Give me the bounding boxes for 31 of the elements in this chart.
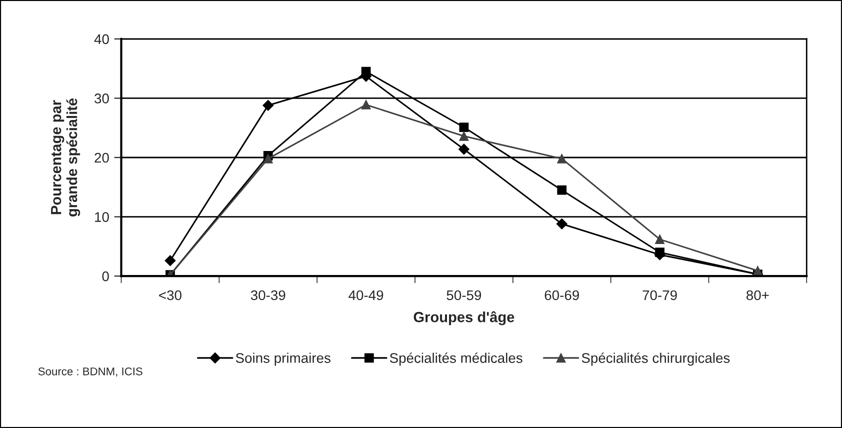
y-tick-label: 0 xyxy=(102,271,109,282)
legend-label: Spécialités médicales xyxy=(390,352,522,366)
x-tick-label: 80+ xyxy=(746,290,769,300)
point xyxy=(655,234,664,244)
y-axis-title: Pourcentage par grande spécialité xyxy=(51,98,80,216)
y-tick-label: 20 xyxy=(94,152,109,163)
y-tick-label: 10 xyxy=(95,212,109,222)
legend-label: Spécialités chirurgicales xyxy=(582,352,730,366)
y-tick-label: 40 xyxy=(94,34,109,44)
x-tick-label: <30 xyxy=(159,290,182,300)
y-tick-label: 30 xyxy=(94,94,109,104)
point xyxy=(361,100,371,110)
point xyxy=(164,255,176,266)
point xyxy=(458,144,470,155)
point xyxy=(655,248,664,258)
point xyxy=(556,218,568,230)
source-note: Source : BDNM, ICIS xyxy=(38,367,142,377)
point xyxy=(361,66,371,76)
x-axis-title: Groupes d'âge xyxy=(414,311,514,326)
point xyxy=(459,122,469,132)
point xyxy=(557,154,567,164)
x-tick-label: 30-39 xyxy=(250,290,286,300)
legend-label: Soins primaires xyxy=(236,352,330,366)
x-tick-label: 60-69 xyxy=(544,290,579,300)
point xyxy=(459,131,469,141)
x-tick-label: 50-59 xyxy=(446,290,482,300)
point xyxy=(263,154,273,164)
point xyxy=(262,100,274,111)
x-tick-label: 40-49 xyxy=(348,290,384,300)
x-tick-label: 70-79 xyxy=(642,290,677,300)
point xyxy=(557,185,567,195)
